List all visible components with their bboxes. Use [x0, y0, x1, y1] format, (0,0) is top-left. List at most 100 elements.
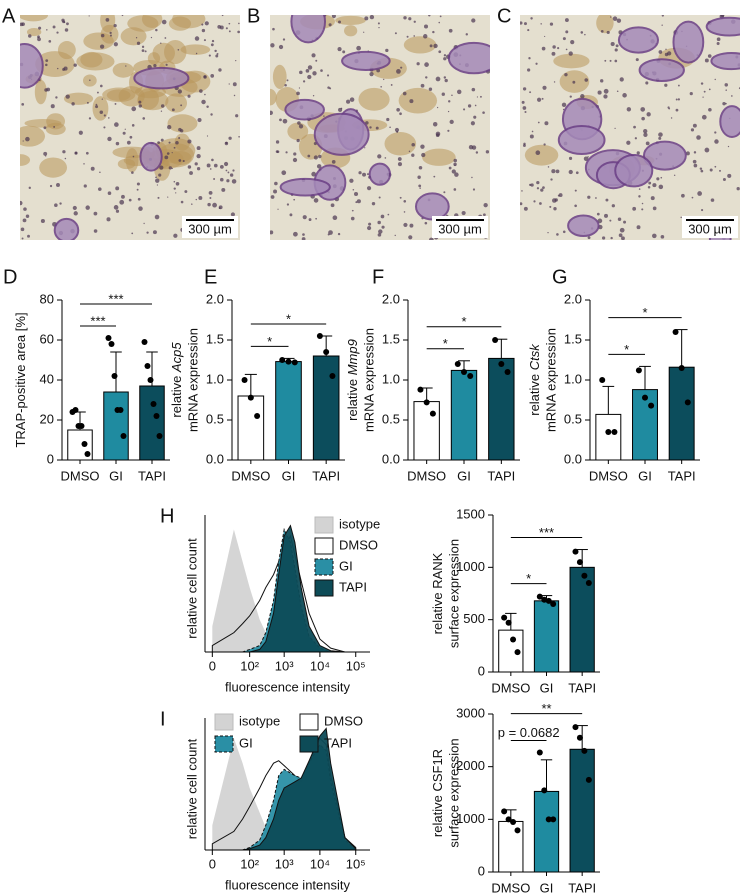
data-point [599, 377, 606, 383]
speck [612, 16, 618, 21]
speck [604, 59, 607, 62]
speck [155, 178, 160, 183]
speck [418, 184, 422, 188]
significance-label: * [443, 336, 448, 351]
x-tick-label: GI [457, 468, 471, 483]
speck [272, 27, 275, 31]
speck [689, 91, 693, 96]
speck [137, 197, 141, 201]
speck [66, 22, 69, 26]
speck [609, 59, 612, 62]
speck [565, 48, 568, 51]
scale-bar-box [182, 216, 238, 238]
speck [595, 197, 597, 199]
speck [59, 202, 62, 205]
speck [159, 165, 164, 170]
speck [223, 161, 229, 167]
speck [661, 24, 663, 26]
speck [681, 193, 685, 198]
x-axis-label: fluorescence intensity [225, 679, 351, 694]
speck [610, 236, 613, 240]
speck [704, 58, 709, 63]
speck [443, 54, 447, 57]
speck [83, 184, 87, 188]
data-point [429, 410, 436, 417]
speck [396, 69, 401, 74]
speck [406, 35, 409, 38]
y-tick-label: 3000 [456, 705, 485, 720]
speck [614, 48, 618, 52]
speck [238, 135, 240, 138]
speck [656, 177, 660, 181]
speck [394, 127, 400, 132]
speck [64, 157, 67, 160]
y-tick-label: 1.5 [382, 331, 400, 346]
panel-label: D [3, 266, 17, 288]
speck [551, 169, 556, 174]
speck [453, 158, 458, 163]
speck [580, 94, 585, 99]
speck [103, 126, 106, 129]
speck [396, 107, 400, 112]
speck [419, 187, 421, 189]
y-tick-label: 0 [478, 863, 485, 878]
speck [173, 233, 178, 238]
data-point [684, 399, 691, 406]
purple-cell [710, 51, 740, 71]
speck [536, 187, 540, 190]
speck [218, 68, 222, 72]
data-point [108, 341, 115, 347]
speck [62, 68, 65, 71]
speck [399, 112, 402, 116]
purple-cell [53, 217, 80, 240]
speck [390, 84, 393, 86]
speck [636, 225, 641, 230]
significance-label: * [526, 571, 531, 586]
speck [230, 212, 235, 217]
data-point [84, 451, 91, 457]
speck [474, 104, 477, 107]
brown-cluster [596, 15, 614, 34]
speck [707, 54, 712, 58]
data-point [111, 373, 118, 379]
bar [103, 391, 129, 461]
data-point [510, 636, 517, 643]
speck [522, 106, 527, 110]
y-tick-label: 0.5 [564, 411, 582, 426]
speck [547, 166, 550, 168]
speck [622, 93, 627, 98]
brown-cluster [80, 51, 103, 68]
speck [641, 202, 644, 205]
speck [231, 179, 237, 184]
speck [207, 202, 211, 207]
speck [171, 108, 175, 112]
speck [693, 151, 697, 154]
speck [132, 155, 135, 158]
speck [332, 215, 338, 221]
speck [378, 229, 383, 234]
speck [555, 169, 560, 174]
brown-cluster [20, 125, 46, 147]
bar [488, 357, 515, 461]
speck [46, 29, 48, 31]
speck [658, 132, 663, 137]
speck [614, 59, 618, 63]
brown-cluster [39, 157, 68, 178]
speck [610, 16, 612, 18]
significance-label: ** [541, 701, 551, 716]
speck [54, 203, 58, 207]
speck [221, 187, 226, 192]
data-point [72, 407, 79, 413]
speck [85, 151, 89, 155]
y-tick-label: 20 [40, 411, 54, 426]
speck [449, 119, 454, 124]
y-axis-label: relative Mmp9 [345, 339, 360, 421]
speck [136, 41, 141, 45]
data-point [678, 365, 685, 371]
speck [402, 91, 407, 96]
speck [552, 45, 556, 49]
speck [204, 93, 206, 96]
speck [472, 188, 476, 191]
y-axis-label-text: relative [527, 370, 542, 416]
significance-label: * [461, 314, 466, 329]
